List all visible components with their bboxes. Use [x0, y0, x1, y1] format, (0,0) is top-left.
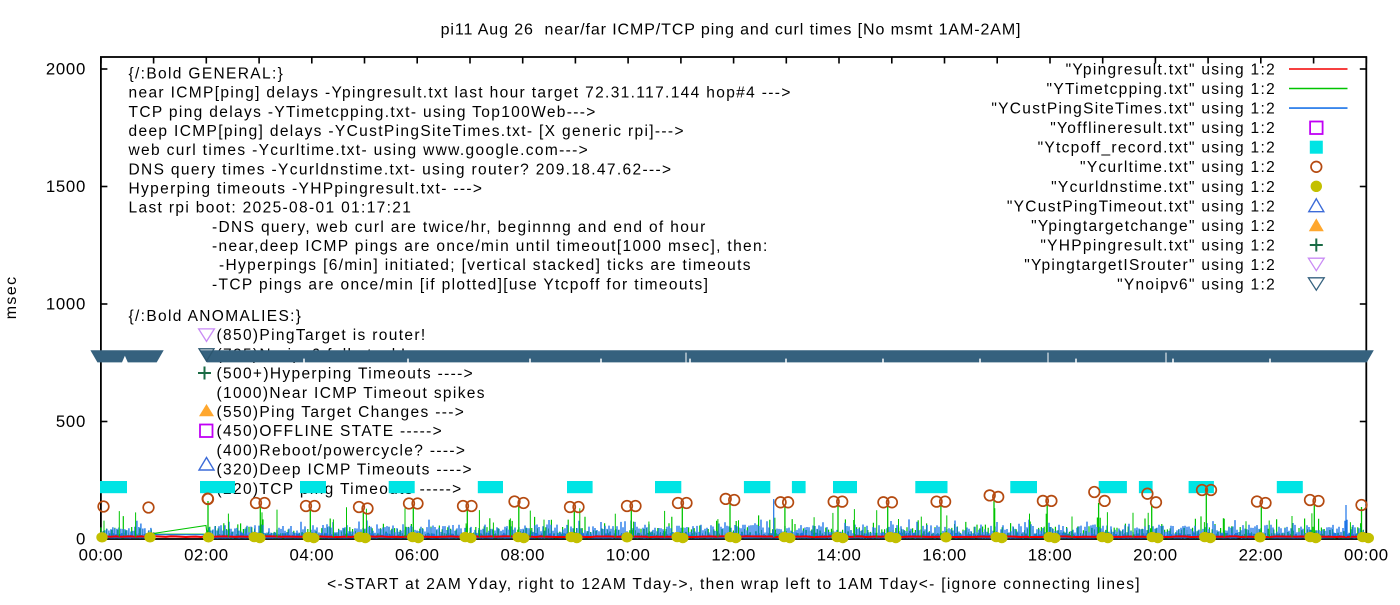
svg-text:"YCustPingTimeout.txt" using 1: "YCustPingTimeout.txt" using 1:2 [1007, 198, 1276, 215]
svg-text:web curl times -Ycurltime.txt-: web curl times -Ycurltime.txt- using www… [128, 142, 590, 159]
svg-text:(550)Ping Target Changes --->: (550)Ping Target Changes ---> [217, 404, 466, 421]
svg-text:2000: 2000 [46, 59, 86, 78]
svg-text:"Ypingresult.txt" using 1:2: "Ypingresult.txt" using 1:2 [1066, 62, 1276, 79]
svg-text:12:00: 12:00 [711, 546, 756, 565]
svg-text:500: 500 [56, 412, 86, 431]
svg-text:00:00: 00:00 [79, 546, 124, 565]
svg-text:(850)PingTarget is router!: (850)PingTarget is router! [217, 327, 427, 344]
svg-text:-TCP pings are once/min [if pl: -TCP pings are once/min [if plotted][use… [212, 276, 709, 293]
svg-text:1500: 1500 [46, 177, 86, 196]
svg-text:TCP ping delays -YTimetcpping.: TCP ping delays -YTimetcpping.txt- using… [129, 104, 597, 121]
svg-text:08:00: 08:00 [500, 546, 545, 565]
svg-text:DNS query times -Ycurldnstime.: DNS query times -Ycurldnstime.txt- using… [129, 161, 673, 178]
svg-text:-DNS query, web curl are twice: -DNS query, web curl are twice/hr, begin… [212, 219, 707, 236]
svg-text:"Ycurltime.txt" using 1:2: "Ycurltime.txt" using 1:2 [1080, 159, 1276, 176]
svg-text:00:00: 00:00 [1344, 546, 1389, 565]
svg-text:"YHPpingresult.txt" using 1:2: "YHPpingresult.txt" using 1:2 [1040, 238, 1276, 255]
svg-text:1000: 1000 [46, 294, 86, 313]
svg-text:(220)TCP ping Timeouts ----->: (220)TCP ping Timeouts -----> [217, 481, 463, 498]
svg-text:-Hyperpings [6/min] initiated;: -Hyperpings [6/min] initiated; [vertical… [219, 257, 752, 274]
svg-text:pi11 Aug 26 near/far ICMP/TCP: pi11 Aug 26 near/far ICMP/TCP ping and c… [441, 22, 1022, 39]
svg-text:"YCustPingSiteTimes.txt" using: "YCustPingSiteTimes.txt" using 1:2 [991, 101, 1276, 118]
svg-text:16:00: 16:00 [922, 546, 967, 565]
svg-text:"Ynoipv6" using 1:2: "Ynoipv6" using 1:2 [1117, 277, 1276, 294]
svg-text:(500+)Hyperping Timeouts ---->: (500+)Hyperping Timeouts ----> [217, 366, 475, 383]
svg-text:0: 0 [76, 529, 86, 548]
svg-text:msec: msec [3, 275, 20, 319]
svg-text:{/:Bold ANOMALIES:}: {/:Bold ANOMALIES:} [129, 308, 303, 325]
svg-text:"YTimetcpping.txt" using 1:2: "YTimetcpping.txt" using 1:2 [1047, 81, 1276, 98]
svg-text:Last rpi boot: 2025-08-01 01:1: Last rpi boot: 2025-08-01 01:17:21 [129, 200, 413, 217]
svg-text:06:00: 06:00 [395, 546, 440, 565]
svg-text:"Ycurldnstime.txt" using 1:2: "Ycurldnstime.txt" using 1:2 [1051, 179, 1276, 196]
svg-text:20:00: 20:00 [1133, 546, 1178, 565]
svg-text:"Ytcpoff_record.txt" using 1:2: "Ytcpoff_record.txt" using 1:2 [1038, 140, 1276, 157]
svg-text:near ICMP[ping] delays -Ypingr: near ICMP[ping] delays -Ypingresult.txt … [129, 85, 792, 102]
svg-text:Hyperping timeouts -YHPpingres: Hyperping timeouts -YHPpingresult.txt- -… [129, 180, 484, 197]
svg-text:22:00: 22:00 [1239, 546, 1284, 565]
svg-text:{/:Bold GENERAL:}: {/:Bold GENERAL:} [129, 66, 285, 83]
svg-text:02:00: 02:00 [184, 546, 229, 565]
svg-text:-near,deep ICMP pings are once: -near,deep ICMP pings are once/min until… [212, 238, 769, 255]
svg-text:deep ICMP[ping] delays -YCustP: deep ICMP[ping] delays -YCustPingSiteTim… [129, 123, 685, 140]
svg-text:10:00: 10:00 [606, 546, 651, 565]
svg-text:"Yofflineresult.txt" using 1:2: "Yofflineresult.txt" using 1:2 [1050, 120, 1276, 137]
svg-text:<-START at 2AM Yday, right to: <-START at 2AM Yday, right to 12AM Tday-… [327, 576, 1141, 593]
svg-text:(1000)Near ICMP Timeout spikes: (1000)Near ICMP Timeout spikes [217, 385, 486, 402]
svg-text:"Ypingtargetchange" using 1:2: "Ypingtargetchange" using 1:2 [1031, 218, 1276, 235]
svg-text:04:00: 04:00 [290, 546, 335, 565]
svg-text:"YpingtargetISrouter" using 1:: "YpingtargetISrouter" using 1:2 [1024, 257, 1276, 274]
svg-text:(400)Reboot/powercycle? ---->: (400)Reboot/powercycle? ----> [217, 442, 467, 459]
svg-text:(450)OFFLINE STATE ----->: (450)OFFLINE STATE -----> [217, 423, 444, 440]
svg-text:(320)Deep ICMP Timeouts ---->: (320)Deep ICMP Timeouts ----> [217, 462, 473, 479]
svg-text:14:00: 14:00 [817, 546, 862, 565]
svg-text:18:00: 18:00 [1028, 546, 1073, 565]
